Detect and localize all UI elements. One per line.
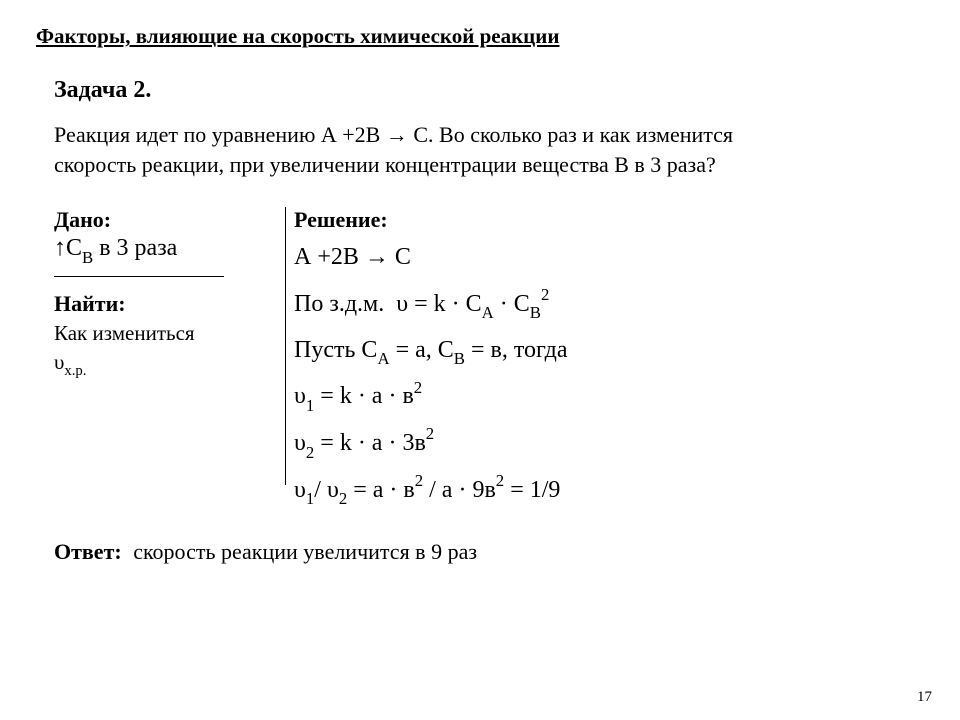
vertical-rule bbox=[285, 207, 286, 485]
task-title: Задача 2. bbox=[54, 77, 924, 104]
given-label: Дано: bbox=[54, 207, 264, 233]
horizontal-rule bbox=[54, 276, 224, 277]
page: Факторы, влияющие на скорость химической… bbox=[0, 0, 960, 720]
solution-label: Решение: bbox=[294, 207, 924, 233]
section-title: Факторы, влияющие на скорость химической… bbox=[36, 24, 924, 49]
find-text: Как изменитьсяυх.р. bbox=[54, 319, 264, 380]
solution-line: По з.д.м. υ = k · СА · СВ2 bbox=[294, 281, 924, 328]
solution-column: Решение: А +2В → С По з.д.м. υ = k · СА … bbox=[286, 207, 924, 513]
answer-label: Ответ: bbox=[54, 539, 122, 564]
solution-line: υ2 = k · а · 3в2 bbox=[294, 420, 924, 467]
answer-text: скорость реакции увеличится в 9 раз bbox=[133, 539, 477, 564]
answer: Ответ: скорость реакции увеличится в 9 р… bbox=[54, 539, 924, 565]
given-column: Дано: ↑СВ в 3 раза Найти: Как измениться… bbox=[54, 207, 286, 513]
page-number: 17 bbox=[917, 689, 932, 706]
solution-line: Пусть СА = а, СВ = в, тогда bbox=[294, 328, 924, 374]
solution-line: υ1/ υ2 = а · в2 / а · 9в2 = 1/9 bbox=[294, 467, 924, 514]
task-body: Реакция идет по уравнению А +2В → С. Во … bbox=[54, 120, 814, 179]
find-label: Найти: bbox=[54, 291, 264, 317]
work-area: Дано: ↑СВ в 3 раза Найти: Как измениться… bbox=[54, 207, 924, 513]
solution-line: А +2В → С bbox=[294, 235, 924, 281]
given-value: ↑СВ в 3 раза bbox=[54, 235, 264, 266]
solution-line: υ1 = k · а · в2 bbox=[294, 373, 924, 420]
